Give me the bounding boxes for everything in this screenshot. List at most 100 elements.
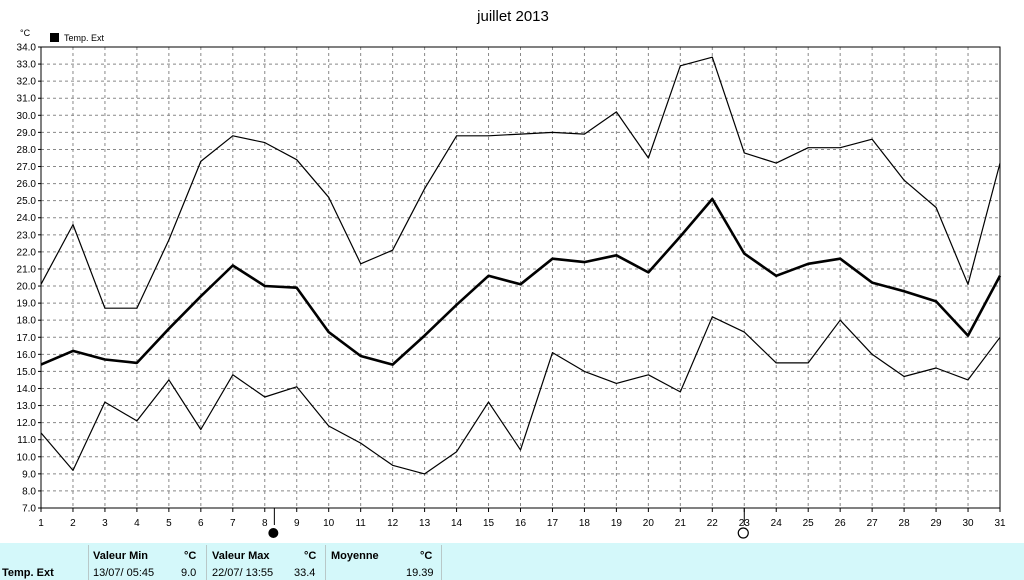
y-unit-label: °C: [20, 28, 31, 38]
x-tick-label: 11: [355, 518, 366, 529]
x-tick-label: 16: [515, 518, 527, 529]
x-tick-label: 1: [38, 518, 44, 529]
x-tick-label: 15: [483, 518, 495, 529]
data-point-mean: [551, 258, 553, 260]
data-point-max: [615, 111, 617, 113]
data-point-min: [104, 401, 106, 403]
min-header: Valeur Min: [93, 550, 149, 562]
x-axis-ticks: 1 2 3 4 5 6 7 8 9 10 11 12 13 14 15 16 17 18 19 20 21 22 23 24 2…: [38, 508, 1006, 529]
stats-divider: [88, 545, 89, 580]
data-point-min: [647, 374, 649, 376]
x-tick-label: 19: [611, 518, 623, 529]
data-point-max: [647, 157, 649, 159]
y-tick-label: 27.0: [17, 162, 37, 173]
x-tick-label: 2: [70, 518, 76, 529]
data-point-mean: [903, 290, 905, 292]
data-point-min: [775, 362, 777, 364]
stats-row-label: Temp. Ext: [2, 567, 54, 579]
y-tick-label: 21.0: [17, 264, 37, 275]
x-tick-label: 26: [835, 518, 847, 529]
data-point-max: [871, 138, 873, 140]
data-point-max: [136, 307, 138, 309]
data-point-min: [136, 420, 138, 422]
stats-divider: [325, 545, 326, 580]
data-point-max: [328, 196, 330, 198]
data-point-mean: [679, 236, 681, 238]
mean-value: 19.39: [406, 567, 434, 579]
data-point-mean: [775, 275, 777, 277]
data-point-mean: [200, 295, 202, 297]
data-point-max: [360, 263, 362, 265]
data-point-mean: [615, 254, 617, 256]
x-tick-label: 4: [134, 518, 140, 529]
marker-open-circle: [737, 527, 749, 539]
y-tick-label: 20.0: [17, 282, 37, 293]
data-point-min: [967, 379, 969, 381]
data-point-min: [520, 449, 521, 451]
data-point-max: [168, 239, 170, 241]
data-point-max: [72, 224, 74, 226]
y-tick-label: 9.0: [22, 469, 36, 480]
data-point-max: [551, 131, 553, 133]
x-tick-label: 31: [994, 518, 1006, 529]
y-tick-label: 7.0: [22, 504, 36, 515]
data-point-min: [807, 362, 809, 364]
y-tick-label: 25.0: [17, 196, 37, 207]
y-tick-label: 32.0: [17, 77, 37, 88]
x-tick-label: 3: [102, 518, 108, 529]
data-point-max: [711, 56, 713, 58]
data-point-max: [520, 133, 521, 135]
x-tick-label: 22: [707, 518, 719, 529]
data-point-min: [72, 469, 74, 471]
data-point-max: [200, 160, 202, 162]
data-point-min: [871, 353, 873, 355]
data-point-min: [583, 370, 585, 372]
data-point-max: [296, 159, 298, 161]
data-point-min: [743, 331, 745, 333]
x-tick-label: 8: [262, 518, 268, 529]
data-point-max: [935, 206, 937, 208]
min-value: 9.0: [181, 567, 197, 579]
chart-title: juillet 2013: [476, 8, 549, 25]
y-tick-label: 13.0: [17, 401, 37, 412]
data-point-mean: [456, 304, 458, 306]
data-point-mean: [424, 335, 426, 337]
x-tick-label: 6: [198, 518, 204, 529]
grid-lines: [41, 47, 1000, 508]
y-tick-label: 17.0: [17, 333, 37, 344]
data-point-max: [424, 188, 426, 190]
min-datetime: 13/07/ 05:45: [93, 567, 155, 579]
data-point-max: [456, 135, 458, 137]
y-tick-label: 11.0: [17, 435, 36, 446]
y-tick-label: 22.0: [17, 247, 37, 258]
x-tick-label: 13: [419, 518, 431, 529]
data-point-mean: [583, 261, 585, 263]
x-tick-label: 12: [387, 518, 399, 529]
axis-markers: [268, 508, 749, 539]
data-point-mean: [967, 335, 969, 337]
data-point-mean: [647, 271, 649, 273]
data-point-max: [583, 133, 585, 135]
legend-label: Temp. Ext: [64, 33, 105, 43]
data-point-min: [328, 425, 330, 427]
data-point-min: [168, 379, 170, 381]
data-point-mean: [935, 300, 937, 302]
data-point-min: [839, 319, 841, 321]
max-unit: °C: [304, 550, 317, 562]
data-point-mean: [871, 282, 873, 284]
y-tick-label: 33.0: [17, 60, 37, 71]
data-point-min: [935, 367, 937, 369]
data-point-max: [775, 162, 777, 164]
y-tick-label: 23.0: [17, 230, 37, 241]
x-tick-label: 18: [579, 518, 591, 529]
data-point-min: [456, 451, 458, 453]
mean-header: Moyenne: [331, 550, 379, 562]
data-point-mean: [328, 331, 330, 333]
data-point-mean: [839, 258, 841, 260]
x-tick-label: 29: [931, 518, 943, 529]
y-tick-label: 12.0: [17, 418, 37, 429]
data-point-min: [679, 391, 681, 393]
data-point-mean: [743, 253, 745, 255]
data-point-max: [743, 152, 745, 154]
data-point-max: [839, 147, 841, 149]
